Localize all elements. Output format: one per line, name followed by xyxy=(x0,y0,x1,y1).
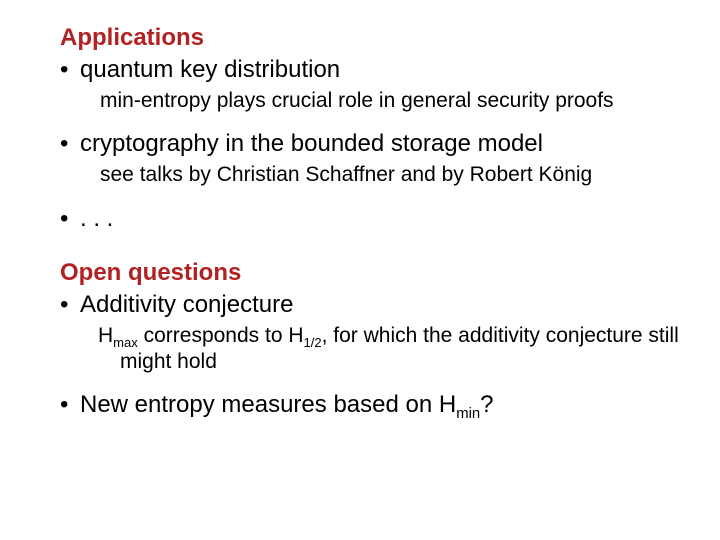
bullet-text: quantum key distribution xyxy=(80,56,340,84)
bullet-item: • . . . xyxy=(60,205,680,233)
bullet-item: • New entropy measures based on Hmin? xyxy=(60,391,680,419)
sub-text: min-entropy plays crucial role in genera… xyxy=(100,88,680,114)
section-heading-applications: Applications xyxy=(60,24,680,52)
bullet-dot-icon: • xyxy=(60,56,80,84)
bullet-dot-icon: • xyxy=(60,291,80,319)
bullet-item: • Additivity conjecture xyxy=(60,291,680,319)
bullet-item: • quantum key distribution xyxy=(60,56,680,84)
bullet-text: cryptography in the bounded storage mode… xyxy=(80,130,543,158)
bullet-text: Additivity conjecture xyxy=(80,291,293,319)
sub-text: see talks by Christian Schaffner and by … xyxy=(100,162,680,188)
bullet-dot-icon: • xyxy=(60,205,80,233)
bullet-text: New entropy measures based on Hmin? xyxy=(80,391,494,419)
bullet-item: • cryptography in the bounded storage mo… xyxy=(60,130,680,158)
sub-text: Hmax corresponds to H1/2, for which the … xyxy=(120,323,680,376)
bullet-dot-icon: • xyxy=(60,391,80,419)
bullet-dot-icon: • xyxy=(60,130,80,158)
section-heading-open-questions: Open questions xyxy=(60,259,680,287)
bullet-text: . . . xyxy=(80,205,113,233)
slide: Applications • quantum key distribution … xyxy=(0,0,720,540)
